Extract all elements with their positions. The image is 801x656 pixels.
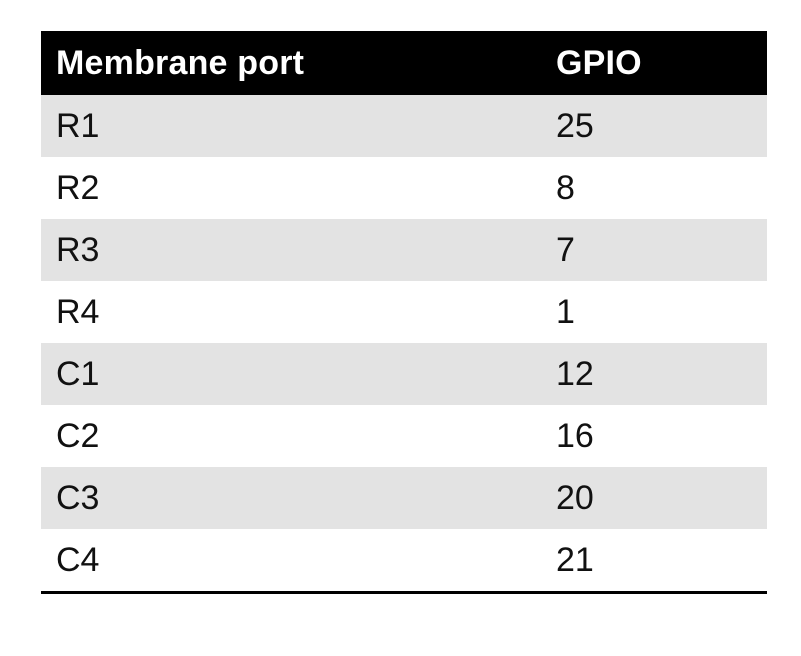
table-row: R2 8 [41, 157, 767, 219]
cell-gpio: 12 [556, 354, 594, 393]
table-body: R1 25 R2 8 R3 7 R4 1 C1 12 C2 16 C3 20 C… [41, 95, 767, 591]
cell-membrane-port: C3 [56, 478, 100, 517]
header-membrane-port: Membrane port [56, 43, 305, 82]
cell-membrane-port: R3 [56, 230, 100, 269]
cell-gpio: 16 [556, 416, 594, 455]
cell-membrane-port: R1 [56, 106, 100, 145]
table-row: C4 21 [41, 529, 767, 591]
table-row: C2 16 [41, 405, 767, 467]
cell-membrane-port: R4 [56, 292, 100, 331]
cell-gpio: 1 [556, 292, 575, 331]
cell-gpio: 25 [556, 106, 594, 145]
table-row: R4 1 [41, 281, 767, 343]
cell-gpio: 8 [556, 168, 575, 207]
cell-membrane-port: C1 [56, 354, 100, 393]
cell-gpio: 7 [556, 230, 575, 269]
table-row: R3 7 [41, 219, 767, 281]
cell-gpio: 20 [556, 478, 594, 517]
table-header-row: Membrane port GPIO [41, 31, 767, 95]
table-row: R1 25 [41, 95, 767, 157]
cell-membrane-port: R2 [56, 168, 100, 207]
gpio-pin-table: Membrane port GPIO R1 25 R2 8 R3 7 R4 1 … [41, 31, 767, 594]
table-row: C3 20 [41, 467, 767, 529]
cell-gpio: 21 [556, 540, 594, 579]
table-bottom-rule [41, 591, 767, 594]
header-gpio: GPIO [556, 43, 642, 82]
cell-membrane-port: C4 [56, 540, 100, 579]
cell-membrane-port: C2 [56, 416, 100, 455]
table-row: C1 12 [41, 343, 767, 405]
